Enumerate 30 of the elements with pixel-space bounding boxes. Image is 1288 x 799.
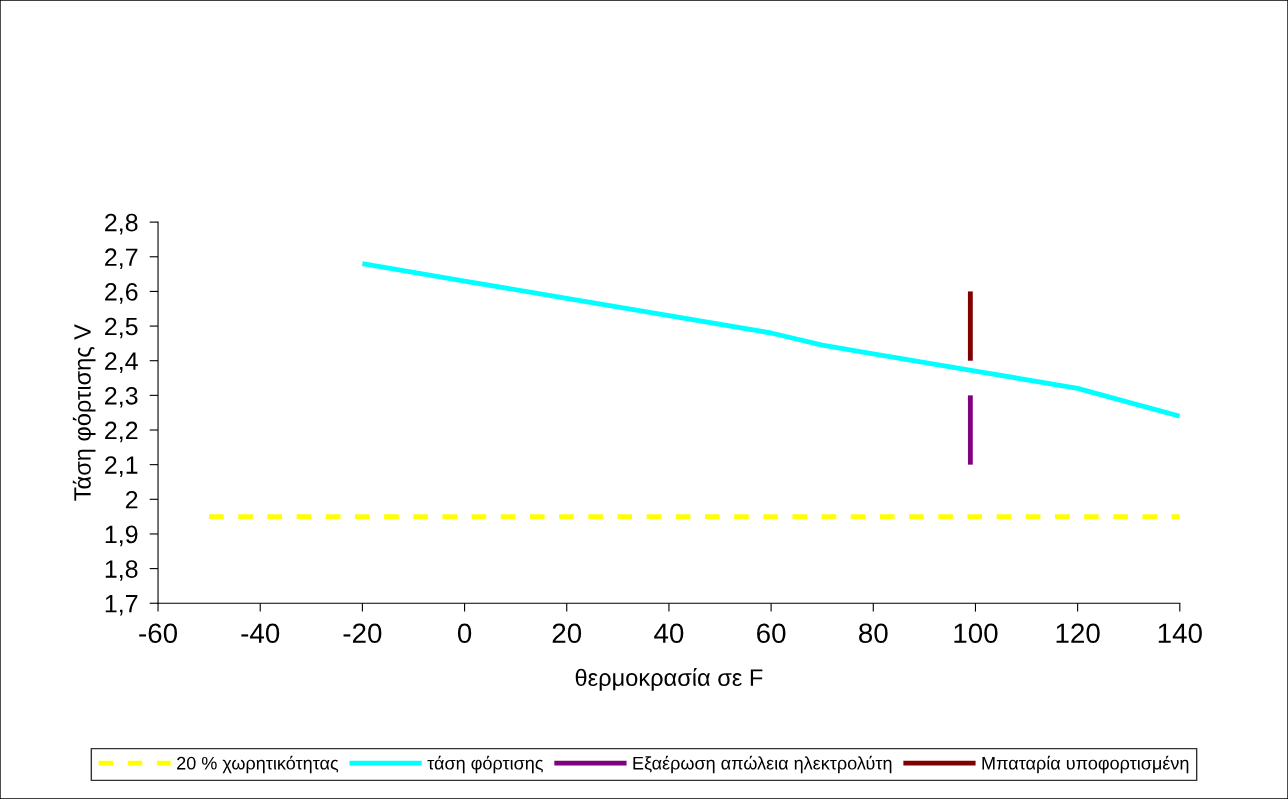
legend-label: 20 % χωρητικότητας xyxy=(177,755,339,774)
y-tick-label: 2,1 xyxy=(105,456,138,477)
y-tick-label: 1,8 xyxy=(105,560,138,581)
x-tick-label: 120 xyxy=(1056,623,1100,644)
y-tick-label: 1,9 xyxy=(105,525,138,547)
x-tick-label: 40 xyxy=(654,623,684,644)
y-tick-label: 2,7 xyxy=(105,248,138,270)
x-tick-label: 100 xyxy=(954,623,998,644)
x-axis-title: θερμοκρασία σε F xyxy=(575,668,763,691)
y-tick-label: 2,2 xyxy=(105,421,138,443)
legend-label: Μπαταρία υποφορτισμένη xyxy=(982,755,1189,774)
x-tick-label: 20 xyxy=(552,623,582,644)
y-tick-label: 1,7 xyxy=(105,595,138,616)
y-tick-label: 2,4 xyxy=(105,352,138,373)
line-series xyxy=(359,261,1180,419)
x-tick-label: -20 xyxy=(343,623,382,644)
x-tick-label: 60 xyxy=(757,623,786,644)
y-tick-label: 2 xyxy=(125,490,138,509)
y-tick-label: 2,8 xyxy=(105,213,138,235)
y-axis-title: Τάση φόρτισης V xyxy=(72,324,96,501)
y-tick-label: 2,3 xyxy=(105,386,138,408)
x-tick-label: -60 xyxy=(139,623,178,644)
legend-label: Εξαέρωση απώλεια ηλεκτρολύτη xyxy=(633,755,892,774)
y-tick-label: 2,6 xyxy=(105,283,138,304)
legend-label: τάση φόρτισης xyxy=(427,755,543,774)
x-tick-label: 0 xyxy=(457,623,472,644)
x-tick-label: 80 xyxy=(859,623,888,644)
y-tick-label: 2,5 xyxy=(105,317,138,339)
x-tick-label: 140 xyxy=(1158,623,1202,644)
x-tick-label: -40 xyxy=(241,623,280,644)
